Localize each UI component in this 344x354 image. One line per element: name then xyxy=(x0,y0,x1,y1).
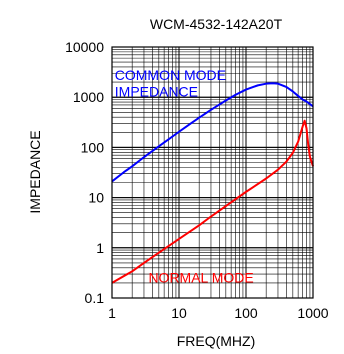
y-tick-label: 100 xyxy=(81,139,105,155)
normal-mode-label: NORMAL MODE xyxy=(148,269,253,285)
series-layer xyxy=(111,82,314,284)
y-axis-label: IMPEDANCE xyxy=(27,130,43,213)
common-mode-label: IMPEDANCE xyxy=(115,84,198,100)
x-tick-label: 10 xyxy=(171,305,187,321)
x-tick-label: 100 xyxy=(234,305,258,321)
x-axis-label: FREQ(MHZ) xyxy=(177,333,256,349)
x-tick-label: 1 xyxy=(108,305,116,321)
chart-title: WCM-4532-142A20T xyxy=(150,16,283,32)
x-tick-label: 1000 xyxy=(297,305,328,321)
y-tick-label: 1000 xyxy=(73,89,104,105)
plot-frame xyxy=(111,46,314,299)
y-tick-label: 0.1 xyxy=(85,290,105,306)
normal-mode-series-line xyxy=(111,119,314,284)
common-mode-label: COMMON MODE xyxy=(115,67,226,83)
minor-grid xyxy=(112,47,313,298)
y-tick-label: 1 xyxy=(96,240,104,256)
common-mode-series-line xyxy=(111,82,314,183)
y-tick-label: 10 xyxy=(88,190,104,206)
y-tick-label: 10000 xyxy=(65,39,104,55)
